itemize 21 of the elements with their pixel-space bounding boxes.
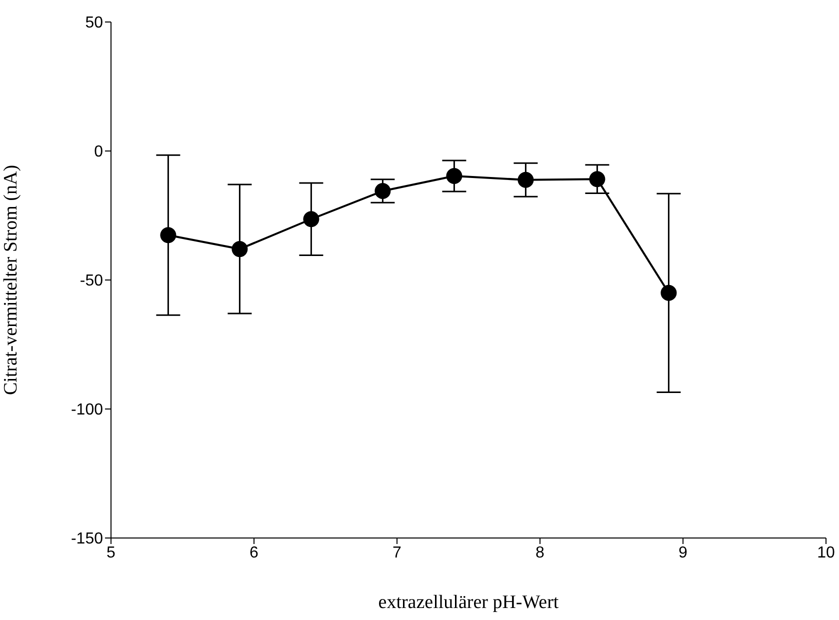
y-axis-title: Citrat-vermittelter Strom (nA) bbox=[0, 164, 22, 396]
y-tick-label: -100 bbox=[70, 402, 104, 419]
y-tick-label: -50 bbox=[80, 272, 104, 290]
x-tick-label: 9 bbox=[678, 544, 688, 562]
point bbox=[446, 168, 462, 184]
point bbox=[589, 171, 606, 188]
point bbox=[374, 182, 391, 199]
point bbox=[303, 211, 320, 228]
x-tick-label: 6 bbox=[250, 544, 259, 562]
x-axis-title: extrazellulärer pH-Wert bbox=[378, 592, 560, 613]
point bbox=[160, 227, 176, 244]
x-tick-label: 5 bbox=[106, 544, 116, 562]
y-tick-label: 50 bbox=[85, 14, 104, 32]
y-tick-label: 0 bbox=[94, 144, 104, 161]
point bbox=[660, 284, 677, 301]
x-tick-label: 10 bbox=[817, 544, 835, 562]
point bbox=[232, 241, 248, 258]
x-tick-label: 8 bbox=[536, 544, 545, 562]
x-tick-label: 7 bbox=[392, 544, 402, 562]
y-tick-label: -150 bbox=[70, 530, 104, 548]
point bbox=[518, 172, 534, 188]
